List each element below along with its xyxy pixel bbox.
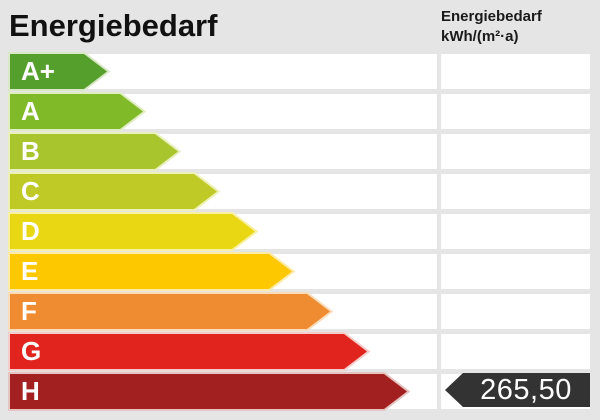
value-column-cell — [441, 134, 590, 169]
value-badge: 265,50 — [445, 373, 590, 407]
energy-class-arrow-icon — [8, 372, 411, 411]
value-badge-arrow-icon — [445, 373, 590, 407]
value-column-cell — [441, 94, 590, 129]
energy-class-arrow-icon — [8, 252, 296, 291]
unit-label-line2: kWh/(m²·a) — [441, 28, 519, 45]
energy-class-label: H — [21, 376, 40, 406]
energy-class-label: G — [21, 336, 42, 366]
energy-class-arrow-icon — [8, 172, 221, 211]
unit-label-line1: Energiebedarf — [441, 8, 542, 25]
value-column-cell — [441, 254, 590, 289]
energy-class-label: A+ — [21, 56, 55, 86]
energy-class-label: E — [21, 256, 39, 286]
value-column-cell — [441, 334, 590, 369]
energy-class-arrow-icon — [8, 292, 334, 331]
energy-class-arrow-icon — [8, 212, 259, 251]
unit-label: Energiebedarf kWh/(m²·a) — [441, 7, 542, 47]
energy-class-arrow-icon — [8, 92, 147, 131]
energy-class-label: F — [21, 296, 37, 326]
page-title: Energiebedarf — [9, 8, 218, 43]
value-column-cell — [441, 174, 590, 209]
energy-class-label: B — [21, 136, 40, 166]
value-column-cell — [441, 214, 590, 249]
value-column-cell — [441, 54, 590, 89]
value-badge-text: 265,50 — [480, 374, 572, 406]
energy-class-label: D — [21, 216, 40, 246]
energy-class-arrow-icon — [8, 132, 182, 171]
value-column-cell — [441, 294, 590, 329]
energy-class-label: C — [21, 176, 40, 206]
energy-class-arrow-icon — [8, 332, 371, 371]
energy-class-label: A — [21, 96, 40, 126]
energy-class-arrow-icon — [8, 52, 111, 91]
